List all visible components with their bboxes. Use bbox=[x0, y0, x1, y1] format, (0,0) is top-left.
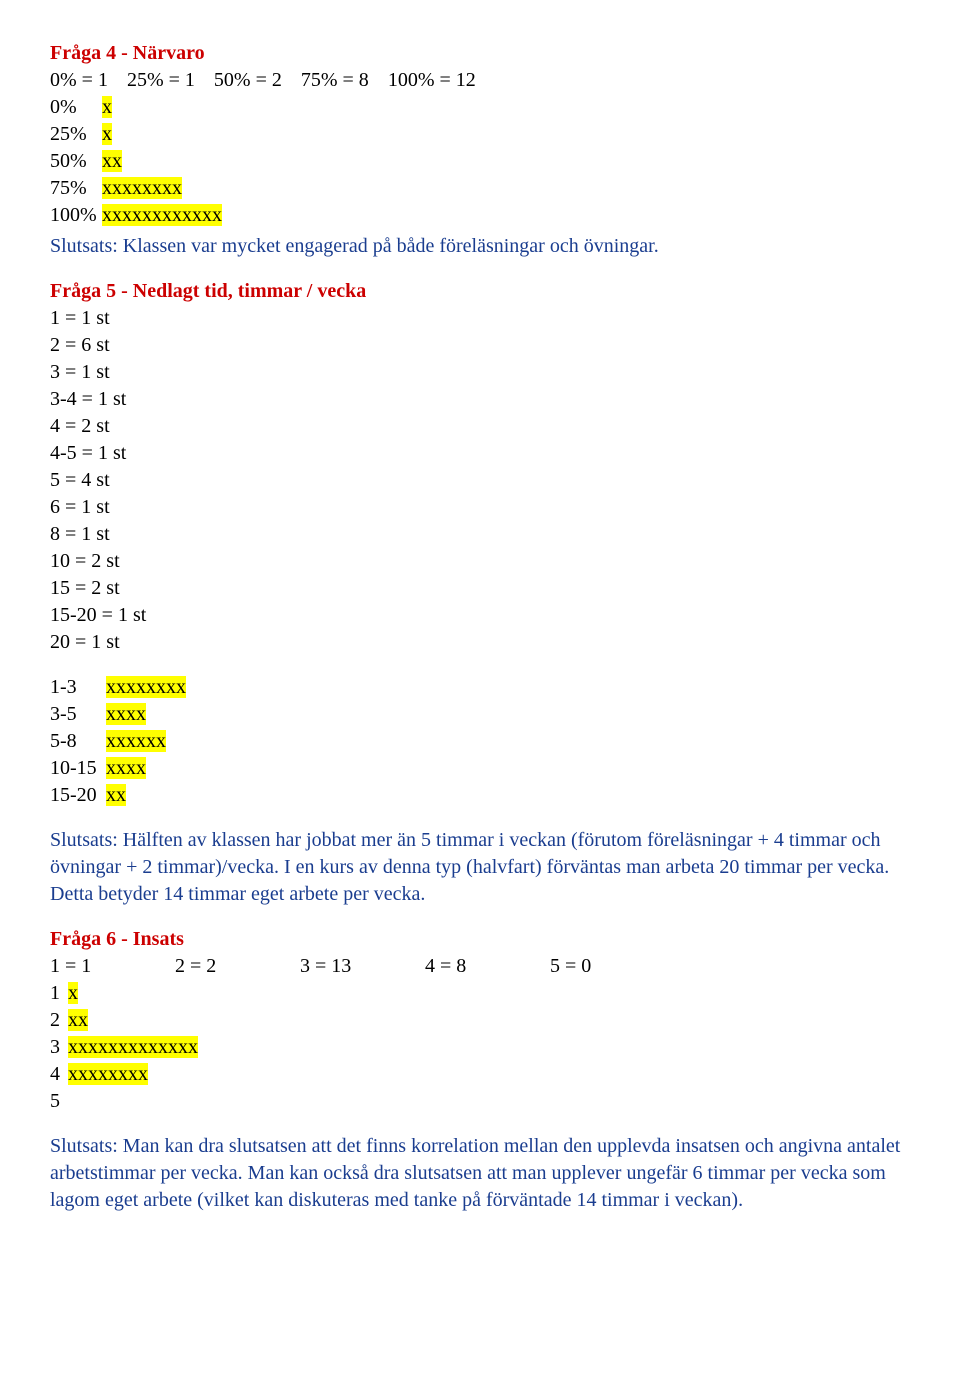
q6-bar-row: 1x bbox=[50, 980, 910, 1007]
q6-bar-x: xxxxxxxx bbox=[68, 1063, 148, 1085]
q6-bar-x: xx bbox=[68, 1009, 88, 1031]
q6-bar-x: x bbox=[68, 982, 78, 1004]
q4-bar-label: 50% bbox=[50, 148, 102, 175]
q4-bar-x: xxxxxxxx bbox=[102, 177, 182, 199]
q4-slutsats: Slutsats: Klassen var mycket engagerad p… bbox=[50, 233, 910, 260]
q4-bar-x: xx bbox=[102, 150, 122, 172]
q5-bin-row: 10-15xxxx bbox=[50, 755, 910, 782]
q5-bin-label: 5-8 bbox=[50, 728, 106, 755]
q5-count: 3-4 = 1 st bbox=[50, 386, 910, 413]
q6-bar-label: 3 bbox=[50, 1034, 68, 1061]
q6-bar-x: xxxxxxxxxxxxx bbox=[68, 1036, 198, 1058]
q4-block: Fråga 4 - Närvaro 0% = 1 25% = 1 50% = 2… bbox=[50, 40, 910, 260]
q4-bar-x: x bbox=[102, 96, 112, 118]
q5-count: 3 = 1 st bbox=[50, 359, 910, 386]
q4-bar-row: 75%xxxxxxxx bbox=[50, 175, 910, 202]
q6-bar-row: 5 bbox=[50, 1088, 910, 1115]
q5-count: 15-20 = 1 st bbox=[50, 602, 910, 629]
q6-sum-v: = 8 bbox=[440, 955, 466, 977]
q4-bar-row: 50%xx bbox=[50, 148, 910, 175]
q4-summary: 0% = 1 25% = 1 50% = 2 75% = 8 100% = 12 bbox=[50, 67, 910, 94]
q5-count: 4-5 = 1 st bbox=[50, 440, 910, 467]
q5-count: 8 = 1 st bbox=[50, 521, 910, 548]
q5-bin-label: 1-3 bbox=[50, 674, 106, 701]
q4-bar-label: 75% bbox=[50, 175, 102, 202]
q4-bar-x: x bbox=[102, 123, 112, 145]
q6-sum-v: = 0 bbox=[565, 955, 591, 977]
slutsats-body: : Hälften av klassen har jobbat mer än 5… bbox=[50, 829, 889, 905]
q5-bin-row: 15-20xx bbox=[50, 782, 910, 809]
q6-sum-k: 1 bbox=[50, 955, 60, 977]
q5-bin-label: 10-15 bbox=[50, 755, 106, 782]
q5-bin-label: 15-20 bbox=[50, 782, 106, 809]
q5-count: 2 = 6 st bbox=[50, 332, 910, 359]
q6-bar-row: 4xxxxxxxx bbox=[50, 1061, 910, 1088]
q4-bar-label: 0% bbox=[50, 94, 102, 121]
q4-sum-pct: 25% bbox=[127, 69, 164, 91]
q5-count: 4 = 2 st bbox=[50, 413, 910, 440]
q6-sum-v: = 2 bbox=[190, 955, 216, 977]
q6-sum-v: = 1 bbox=[65, 955, 91, 977]
q4-sum-pct: 0% bbox=[50, 69, 77, 91]
q4-sum-pct: 75% bbox=[301, 69, 338, 91]
slutsats-body: : Klassen var mycket engagerad på både f… bbox=[112, 235, 658, 257]
q6-bar-label: 4 bbox=[50, 1061, 68, 1088]
q6-bar-label: 1 bbox=[50, 980, 68, 1007]
q6-sum-k: 5 bbox=[550, 955, 560, 977]
q4-bar-label: 100% bbox=[50, 202, 102, 229]
q4-bar-row: 25%x bbox=[50, 121, 910, 148]
q6-sum-k: 3 bbox=[300, 955, 310, 977]
q5-bin-row: 3-5xxxx bbox=[50, 701, 910, 728]
q5-bin-x: xxxxxxxx bbox=[106, 676, 186, 698]
q5-count: 10 = 2 st bbox=[50, 548, 910, 575]
q4-sum-pct: 100% bbox=[388, 69, 435, 91]
q4-sum-eq: = 12 bbox=[439, 69, 475, 91]
q5-count: 20 = 1 st bbox=[50, 629, 910, 656]
q5-count: 15 = 2 st bbox=[50, 575, 910, 602]
q5-bin-x: xx bbox=[106, 784, 126, 806]
q5-block: Fråga 5 - Nedlagt tid, timmar / vecka 1 … bbox=[50, 278, 910, 908]
q6-title: Fråga 6 - Insats bbox=[50, 926, 910, 953]
slutsats-label: Slutsats bbox=[50, 235, 112, 257]
q6-sum-k: 2 bbox=[175, 955, 185, 977]
q6-bar-label: 5 bbox=[50, 1088, 68, 1115]
q5-bin-x: xxxx bbox=[106, 703, 146, 725]
q4-title: Fråga 4 - Närvaro bbox=[50, 40, 910, 67]
slutsats-body: : Man kan dra slutsatsen att det finns k… bbox=[50, 1135, 900, 1211]
q6-summary: 1 = 1 2 = 2 3 = 13 4 = 8 5 = 0 bbox=[50, 953, 910, 980]
q5-count: 5 = 4 st bbox=[50, 467, 910, 494]
q4-bar-row: 100%xxxxxxxxxxxx bbox=[50, 202, 910, 229]
q6-bar-label: 2 bbox=[50, 1007, 68, 1034]
q4-sum-eq: = 2 bbox=[256, 69, 282, 91]
q6-bar-row: 3xxxxxxxxxxxxx bbox=[50, 1034, 910, 1061]
q6-sum-k: 4 bbox=[425, 955, 435, 977]
q5-count: 1 = 1 st bbox=[50, 305, 910, 332]
q4-sum-eq: = 1 bbox=[82, 69, 108, 91]
q4-sum-pct: 50% bbox=[214, 69, 251, 91]
q5-count: 6 = 1 st bbox=[50, 494, 910, 521]
q5-title: Fråga 5 - Nedlagt tid, timmar / vecka bbox=[50, 278, 910, 305]
q5-bin-row: 1-3xxxxxxxx bbox=[50, 674, 910, 701]
q4-bar-row: 0%x bbox=[50, 94, 910, 121]
q4-bar-label: 25% bbox=[50, 121, 102, 148]
q5-bin-label: 3-5 bbox=[50, 701, 106, 728]
q4-sum-eq: = 8 bbox=[343, 69, 369, 91]
q4-bar-x: xxxxxxxxxxxx bbox=[102, 204, 222, 226]
q6-block: Fråga 6 - Insats 1 = 1 2 = 2 3 = 13 4 = … bbox=[50, 926, 910, 1214]
q6-sum-v: = 13 bbox=[315, 955, 351, 977]
q6-bar-row: 2xx bbox=[50, 1007, 910, 1034]
q5-bin-x: xxxx bbox=[106, 757, 146, 779]
q5-slutsats: Slutsats: Hälften av klassen har jobbat … bbox=[50, 827, 910, 908]
slutsats-label: Slutsats bbox=[50, 1135, 112, 1157]
q5-bin-x: xxxxxx bbox=[106, 730, 166, 752]
q4-sum-eq: = 1 bbox=[169, 69, 195, 91]
q5-bin-row: 5-8xxxxxx bbox=[50, 728, 910, 755]
q6-slutsats: Slutsats: Man kan dra slutsatsen att det… bbox=[50, 1133, 910, 1214]
slutsats-label: Slutsats bbox=[50, 829, 112, 851]
